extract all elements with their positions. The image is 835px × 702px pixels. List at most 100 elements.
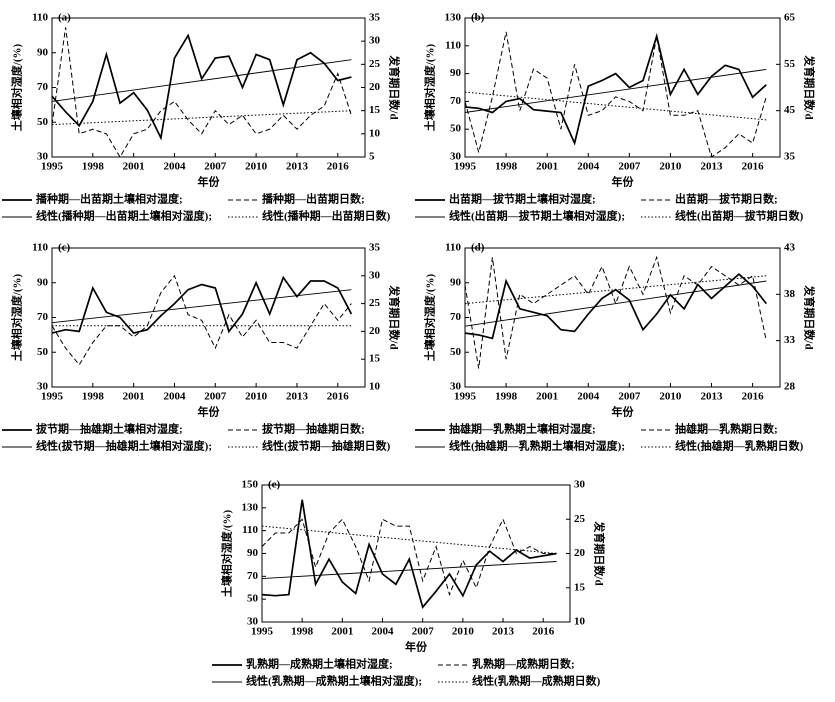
x-tick-label: 2016 bbox=[327, 391, 350, 403]
y-tick-label: 110 bbox=[242, 524, 258, 536]
x-tick-label: 2007 bbox=[618, 161, 641, 173]
series-line bbox=[464, 68, 767, 113]
y-tick-label: 90 bbox=[37, 46, 49, 58]
y-axis-label: 土壤相对湿度/(%) bbox=[10, 273, 24, 361]
y2-axis-label: 发育期日数/d bbox=[387, 284, 401, 349]
panel-label: (b) bbox=[471, 12, 485, 24]
y-tick-label: 110 bbox=[445, 39, 461, 51]
x-tick-label: 1995 bbox=[454, 391, 477, 403]
series-line bbox=[261, 499, 557, 609]
series-line bbox=[51, 27, 352, 158]
x-tick-label: 2004 bbox=[577, 391, 600, 403]
y-tick-label: 70 bbox=[450, 311, 462, 323]
y2-tick-label: 20 bbox=[574, 547, 586, 559]
series-line bbox=[464, 272, 767, 340]
y-tick-label: 70 bbox=[37, 311, 49, 323]
y-tick-label: 30 bbox=[247, 616, 259, 628]
y2-tick-label: 25 bbox=[369, 297, 381, 309]
y2-tick-label: 15 bbox=[369, 353, 381, 365]
y2-tick-label: 5 bbox=[369, 151, 375, 163]
y2-tick-label: 55 bbox=[784, 58, 796, 70]
y2-tick-label: 35 bbox=[784, 151, 796, 163]
legend-label: 抽雄期—乳熟期土壤相对湿度; bbox=[449, 422, 596, 436]
legend-label: 线性(出苗期—拔节期土壤相对湿度); bbox=[449, 209, 625, 223]
x-axis-label: 年份 bbox=[198, 405, 221, 419]
series-line bbox=[51, 289, 352, 324]
legend-label: 线性(乳熟期—成熟期日数) bbox=[472, 674, 601, 688]
y-axis-label: 土壤相对湿度/(%) bbox=[220, 509, 234, 597]
x-axis-label: 年份 bbox=[198, 175, 221, 189]
y2-tick-label: 15 bbox=[369, 104, 381, 116]
series-line bbox=[464, 91, 767, 121]
plot-frame bbox=[464, 247, 781, 388]
x-tick-label: 2007 bbox=[412, 626, 435, 638]
y2-tick-label: 38 bbox=[784, 288, 796, 300]
y2-tick-label: 10 bbox=[369, 127, 381, 139]
x-tick-label: 2013 bbox=[701, 391, 724, 403]
legend-label: 线性(播种期—出苗期日数) bbox=[262, 209, 391, 223]
y-tick-label: 50 bbox=[247, 593, 259, 605]
y-tick-label: 90 bbox=[37, 276, 49, 288]
x-tick-label: 1998 bbox=[495, 161, 518, 173]
x-tick-label: 2004 bbox=[163, 161, 186, 173]
series-line bbox=[464, 280, 767, 327]
series-line bbox=[464, 255, 767, 369]
x-tick-label: 2013 bbox=[701, 161, 724, 173]
panel-label: (a) bbox=[58, 12, 71, 24]
series-line bbox=[464, 32, 767, 146]
x-tick-label: 2001 bbox=[536, 161, 558, 173]
x-tick-label: 1998 bbox=[291, 626, 314, 638]
x-tick-label: 1998 bbox=[82, 161, 105, 173]
y2-tick-label: 20 bbox=[369, 81, 381, 93]
x-tick-label: 2013 bbox=[286, 161, 309, 173]
y2-tick-label: 43 bbox=[784, 242, 796, 254]
legend-label: 播种期—出苗期土壤相对湿度; bbox=[36, 192, 183, 206]
x-tick-label: 2004 bbox=[372, 626, 395, 638]
legend-label: 线性(抽雄期—乳熟期日数) bbox=[675, 439, 804, 453]
x-tick-label: 1998 bbox=[495, 391, 518, 403]
plot-frame bbox=[464, 17, 781, 158]
x-tick-label: 2007 bbox=[618, 391, 641, 403]
y2-tick-label: 30 bbox=[369, 269, 381, 281]
y2-axis-label: 发育期日数/d bbox=[592, 520, 606, 585]
panel-label: (c) bbox=[58, 242, 71, 254]
legend-label: 出苗期—拔节期日数; bbox=[675, 192, 778, 206]
y-tick-label: 30 bbox=[37, 381, 49, 393]
y2-axis-label: 发育期日数/d bbox=[802, 284, 816, 349]
x-tick-label: 1995 bbox=[454, 161, 477, 173]
legend-label: 出苗期—拔节期土壤相对湿度; bbox=[449, 192, 596, 206]
legend-label: 拔节期—抽雄期土壤相对湿度; bbox=[36, 422, 183, 436]
legend-label: 线性(播种期—出苗期土壤相对湿度); bbox=[36, 209, 212, 223]
x-tick-label: 2001 bbox=[123, 161, 145, 173]
y-tick-label: 50 bbox=[450, 123, 462, 135]
series-line bbox=[261, 561, 557, 580]
y-tick-label: 150 bbox=[242, 479, 259, 491]
y-tick-label: 30 bbox=[37, 151, 49, 163]
series-line bbox=[51, 33, 352, 141]
x-tick-label: 2004 bbox=[163, 391, 186, 403]
y-tick-label: 110 bbox=[32, 12, 48, 24]
x-tick-label: 2010 bbox=[659, 161, 682, 173]
legend-label: 乳熟期—成熟期土壤相对湿度; bbox=[246, 657, 393, 671]
x-tick-label: 2004 bbox=[577, 161, 600, 173]
y2-tick-label: 30 bbox=[574, 479, 586, 491]
y-tick-label: 130 bbox=[445, 12, 462, 24]
y-axis-label: 土壤相对湿度/(%) bbox=[423, 273, 437, 361]
series-line bbox=[51, 274, 352, 366]
panel-label: (d) bbox=[471, 242, 485, 254]
y2-tick-label: 35 bbox=[369, 242, 381, 254]
x-tick-label: 2013 bbox=[492, 626, 515, 638]
x-tick-label: 2010 bbox=[452, 626, 475, 638]
y-tick-label: 30 bbox=[450, 151, 462, 163]
y-tick-label: 70 bbox=[37, 81, 49, 93]
series-line bbox=[261, 518, 557, 597]
y2-tick-label: 33 bbox=[784, 334, 796, 346]
y-axis-label: 土壤相对湿度/(%) bbox=[423, 43, 437, 131]
legend-label: 线性(拔节期—抽雄期日数) bbox=[262, 439, 391, 453]
y-tick-label: 70 bbox=[247, 570, 259, 582]
legend-label: 抽雄期—乳熟期日数; bbox=[675, 422, 778, 436]
x-tick-label: 1995 bbox=[41, 161, 64, 173]
y-tick-label: 130 bbox=[242, 501, 259, 513]
x-tick-label: 2010 bbox=[245, 161, 268, 173]
